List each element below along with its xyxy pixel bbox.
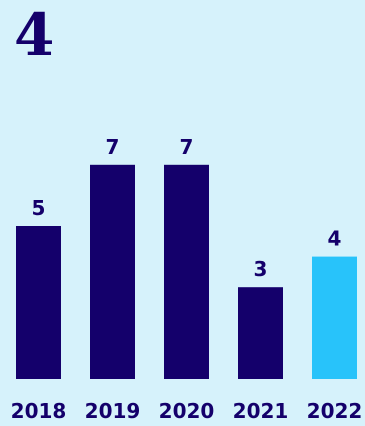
bar-value-label-2018: 5 bbox=[32, 196, 46, 220]
bar-value-label-2022: 4 bbox=[328, 227, 342, 251]
bar-2019 bbox=[90, 164, 135, 379]
chart-x-tick-labels: 2018 2019 2020 2021 2022 bbox=[11, 399, 363, 423]
x-tick-label-2020: 2020 bbox=[159, 399, 215, 423]
bar-value-label-2020: 7 bbox=[180, 135, 194, 159]
chart-value-labels: 5 7 7 3 4 bbox=[32, 135, 342, 281]
x-tick-label-2019: 2019 bbox=[85, 399, 141, 423]
x-tick-label-2022: 2022 bbox=[307, 399, 363, 423]
bar-2022 bbox=[312, 256, 357, 379]
x-tick-label-2018: 2018 bbox=[11, 399, 67, 423]
bar-value-label-2019: 7 bbox=[106, 135, 120, 159]
bar-2018 bbox=[16, 226, 61, 379]
chart-bars bbox=[16, 164, 357, 379]
x-tick-label-2021: 2021 bbox=[233, 399, 289, 423]
bar-2021 bbox=[238, 287, 283, 379]
bar-value-label-2021: 3 bbox=[254, 257, 268, 281]
bar-2020 bbox=[164, 164, 209, 379]
headline-number: 4 bbox=[14, 1, 55, 69]
